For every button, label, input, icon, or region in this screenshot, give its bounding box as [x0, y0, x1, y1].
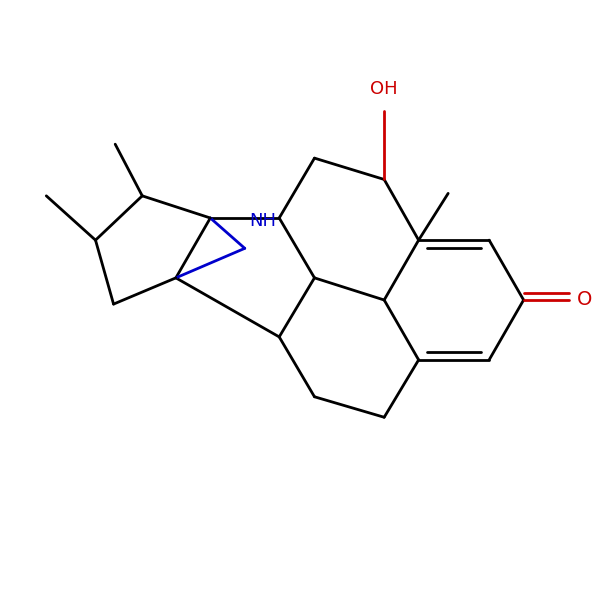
Text: OH: OH — [370, 80, 398, 98]
Text: NH: NH — [249, 212, 276, 230]
Text: O: O — [577, 290, 592, 310]
